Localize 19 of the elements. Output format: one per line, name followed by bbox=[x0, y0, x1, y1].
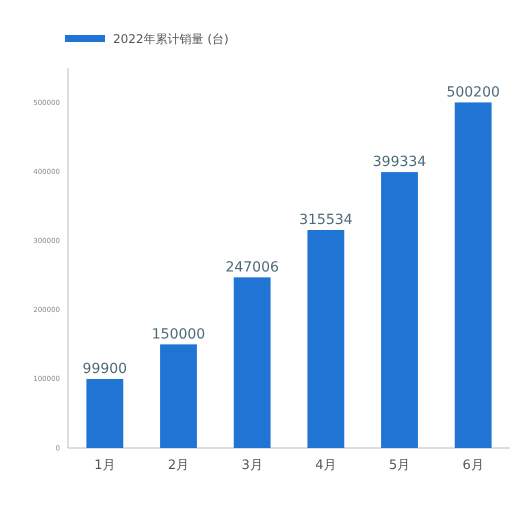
data-label: 315534 bbox=[299, 212, 353, 228]
bar bbox=[454, 102, 492, 448]
x-tick-label: 1月 bbox=[94, 458, 116, 474]
data-label: 247006 bbox=[225, 259, 279, 276]
data-label: 399334 bbox=[372, 154, 426, 170]
bar bbox=[234, 277, 271, 448]
x-tick-label: 2月 bbox=[168, 458, 190, 474]
x-tick-label: 3月 bbox=[242, 458, 263, 474]
data-label: 150000 bbox=[152, 326, 206, 342]
data-label: 99900 bbox=[82, 360, 128, 377]
x-tick-label: 5月 bbox=[388, 458, 410, 474]
data-label: 500200 bbox=[446, 84, 500, 100]
x-tick-label: 6月 bbox=[462, 458, 484, 474]
legend-label: 2022年累计销量 (台) bbox=[113, 32, 229, 46]
bar bbox=[307, 230, 344, 448]
bar bbox=[381, 172, 418, 448]
x-tick-label: 4月 bbox=[315, 458, 336, 474]
bar bbox=[86, 378, 124, 448]
bar bbox=[160, 344, 197, 448]
